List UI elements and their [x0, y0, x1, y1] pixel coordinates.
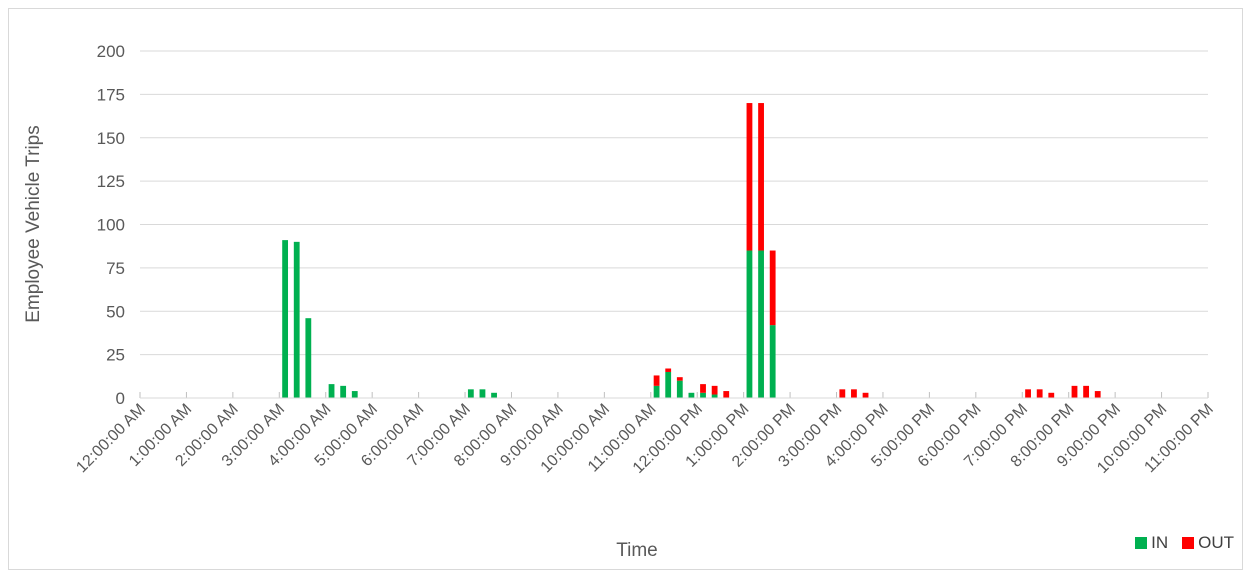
bar-out [746, 103, 753, 251]
bar-out [862, 392, 869, 398]
bar-in [491, 392, 497, 398]
bar-out [1036, 389, 1043, 398]
bar-in [700, 392, 706, 398]
bar-out [1025, 389, 1031, 398]
bar-in [665, 371, 672, 398]
bar-in [467, 389, 474, 398]
legend-item-out: OUT [1182, 533, 1234, 553]
bar-out [711, 385, 718, 395]
y-tick-label: 150 [97, 129, 125, 148]
bar-out [700, 384, 706, 393]
bar-out [839, 389, 846, 398]
legend-swatch-in [1135, 537, 1148, 549]
bar-in [769, 325, 776, 398]
bar-out [769, 250, 776, 326]
gridlines [140, 50, 1208, 399]
legend-label-out: OUT [1198, 533, 1234, 552]
legend-item-in: IN [1135, 533, 1168, 553]
y-tick-labels: 0 25 50 75 100 125 150 175 200 [97, 42, 125, 408]
bar-in [293, 241, 300, 398]
bar-out [723, 391, 730, 398]
bar-in [676, 380, 683, 398]
bar-in [328, 384, 335, 398]
bar-in [653, 385, 660, 398]
y-tick-label: 75 [106, 259, 125, 278]
bar-in [305, 318, 312, 398]
y-tick-label: 200 [97, 42, 125, 61]
chart-frame [8, 8, 1243, 570]
x-tick-labels: 12:00:00 AM1:00:00 AM2:00:00 AM3:00:00 A… [73, 392, 1217, 477]
bar-out [1094, 391, 1101, 398]
y-tick-label: 100 [97, 216, 125, 235]
y-tick-label: 25 [106, 346, 125, 365]
y-tick-label: 125 [97, 172, 125, 191]
bar-in [688, 392, 695, 398]
bar-out [1048, 392, 1055, 398]
bar-in [479, 389, 486, 398]
bar-in [758, 250, 764, 398]
legend-swatch-out [1182, 537, 1195, 549]
bar-in [282, 240, 289, 398]
bar-out [851, 389, 857, 398]
legend-label-in: IN [1151, 533, 1169, 552]
y-tick-label: 0 [116, 389, 125, 408]
bar-out [665, 368, 672, 372]
bar-in [351, 391, 358, 398]
bar-in [340, 385, 347, 398]
bar-out [653, 375, 660, 386]
bar-out [1083, 385, 1090, 398]
x-axis-label: Time [616, 540, 658, 561]
bar-out [1071, 385, 1078, 398]
bar-in [746, 250, 753, 398]
bar-series [282, 103, 1101, 398]
y-axis-label: Employee Vehicle Trips [23, 125, 44, 323]
bar-in [711, 394, 718, 398]
y-tick-label: 175 [97, 85, 125, 104]
bar-out [758, 103, 764, 251]
legend: IN OUT [1135, 533, 1234, 553]
y-tick-label: 50 [106, 302, 125, 321]
bar-out [676, 377, 683, 381]
